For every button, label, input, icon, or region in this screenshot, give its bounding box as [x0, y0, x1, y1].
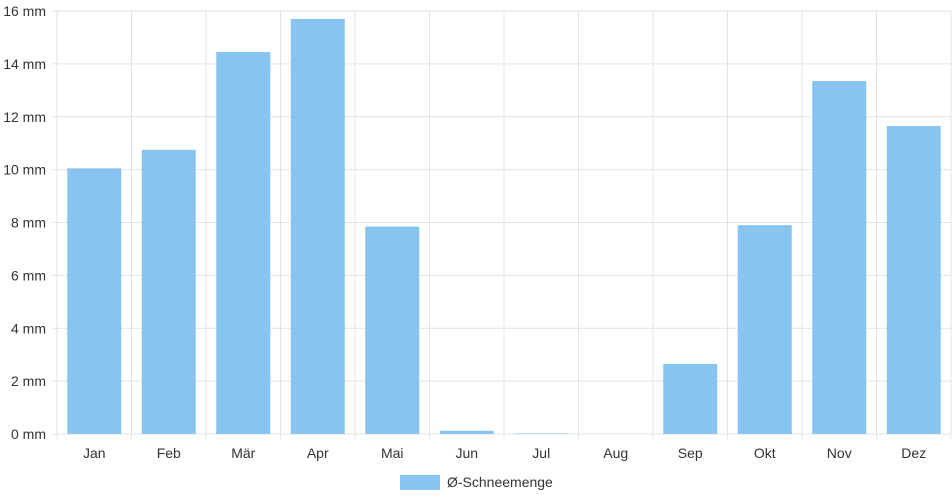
- y-tick-label: 6 mm: [11, 267, 46, 283]
- x-tick-label: Jul: [532, 445, 550, 461]
- bar-apr[interactable]: [290, 18, 345, 435]
- chart-legend[interactable]: Ø-Schneemenge: [400, 474, 553, 490]
- x-tick-label: Jun: [455, 445, 478, 461]
- x-tick-label: Aug: [603, 445, 628, 461]
- y-tick-label: 10 mm: [3, 162, 46, 178]
- y-tick-label: 12 mm: [3, 109, 46, 125]
- x-tick-label: Okt: [754, 445, 776, 461]
- bar-mai[interactable]: [365, 226, 420, 434]
- y-tick-label: 8 mm: [11, 215, 46, 231]
- y-tick-label: 0 mm: [11, 426, 46, 442]
- x-tick-label: Nov: [827, 445, 852, 461]
- x-tick-label: Sep: [678, 445, 703, 461]
- chart-bars: [67, 18, 941, 435]
- x-tick-label: Mär: [231, 445, 255, 461]
- y-tick-label: 2 mm: [11, 373, 46, 389]
- x-tick-label: Mai: [381, 445, 404, 461]
- bar-nov[interactable]: [812, 81, 867, 434]
- x-tick-label: Apr: [307, 445, 329, 461]
- x-axis-ticks: Jan Feb Mär Apr Mai Jun Jul Aug Sep Okt Nov Dez: [83, 445, 926, 461]
- bar-jul[interactable]: [514, 433, 569, 434]
- bar-sep[interactable]: [663, 363, 718, 434]
- bar-jun[interactable]: [439, 430, 494, 434]
- y-tick-label: 4 mm: [11, 320, 46, 336]
- bar-jan[interactable]: [67, 168, 122, 434]
- y-tick-label: 16 mm: [3, 3, 46, 19]
- x-tick-label: Dez: [901, 445, 926, 461]
- bar-mär[interactable]: [216, 51, 271, 435]
- x-tick-label: Feb: [157, 445, 181, 461]
- x-tick-label: Jan: [83, 445, 106, 461]
- legend-label: Ø-Schneemenge: [447, 474, 553, 490]
- bar-okt[interactable]: [737, 225, 792, 434]
- legend-swatch: [400, 475, 440, 490]
- y-axis-ticks: 0 mm 2 mm 4 mm 6 mm 8 mm 10 mm 12 mm 14 mm 16 mm: [3, 3, 46, 442]
- chart-grid: [52, 10, 952, 439]
- y-tick-label: 14 mm: [3, 56, 46, 72]
- bar-dez[interactable]: [886, 126, 941, 435]
- bar-feb[interactable]: [141, 149, 196, 434]
